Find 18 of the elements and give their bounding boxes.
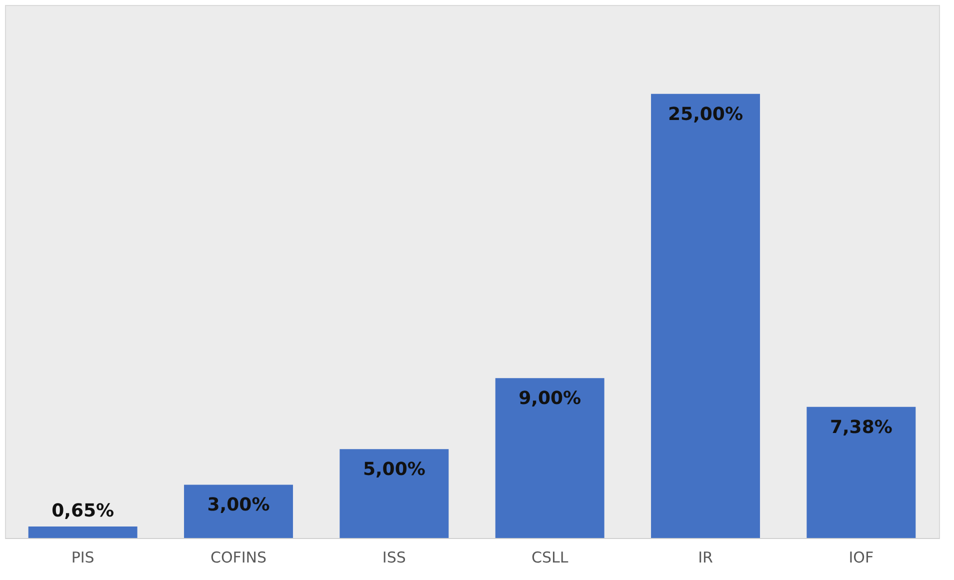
data-label: 7,38%	[830, 416, 892, 438]
data-label: 0,65%	[52, 500, 114, 522]
data-label: 5,00%	[362, 459, 426, 480]
data-label: 25,00%	[668, 104, 743, 125]
bar	[184, 484, 293, 538]
bar	[28, 526, 138, 538]
x-tick-label: CSLL	[531, 548, 569, 566]
bar	[651, 94, 760, 538]
x-tick-label: PIS	[71, 548, 94, 566]
data-label: 3,00%	[207, 494, 270, 516]
bar	[495, 378, 604, 538]
data-label: 9,00%	[518, 388, 582, 410]
bar	[340, 449, 449, 538]
x-tick-label: IR	[698, 548, 713, 566]
x-tick-label: COFINS	[210, 548, 267, 566]
x-tick-label: IOF	[848, 548, 874, 566]
x-tick-label: ISS	[382, 548, 406, 566]
bar	[806, 406, 916, 538]
